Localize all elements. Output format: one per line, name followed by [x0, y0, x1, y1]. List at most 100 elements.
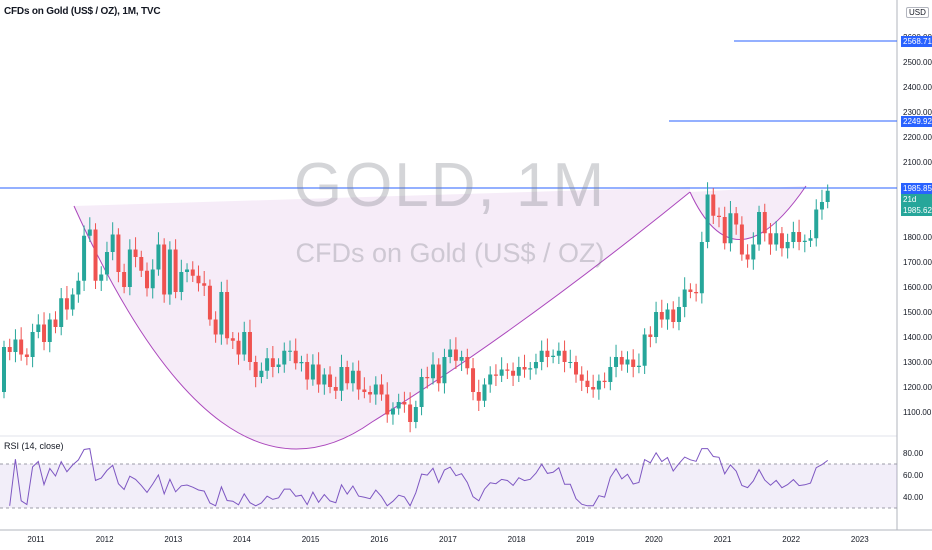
candle-body [476, 392, 481, 401]
candle-body [368, 392, 373, 395]
candle-body [299, 362, 304, 364]
candle-body [591, 387, 596, 390]
candle-body [167, 249, 172, 295]
candle-body [316, 364, 321, 385]
candle-body [156, 244, 161, 270]
candle-body [791, 232, 796, 242]
time-tick: 2013 [164, 535, 182, 544]
candle-body [213, 319, 218, 335]
candle-body [133, 249, 138, 257]
watermark-description: CFDs on Gold (US$ / OZ) [295, 238, 605, 268]
candle-body [717, 215, 721, 217]
currency-button[interactable]: USD [906, 7, 929, 18]
time-tick: 2012 [96, 535, 114, 544]
candle-body [516, 367, 521, 376]
candle-body [356, 370, 361, 390]
price-tick: 1800.00 [903, 233, 932, 242]
candle-body [471, 368, 476, 392]
candle-body [47, 319, 52, 342]
candle-body [533, 362, 538, 369]
candle-body [425, 377, 430, 379]
candle-body [551, 355, 556, 357]
candle-body [288, 350, 292, 352]
price-label-1985-line[interactable]: 1985.85 [901, 183, 932, 194]
candle-body [768, 233, 773, 245]
candle-body [2, 347, 6, 392]
price-tick: 2500.00 [903, 58, 932, 67]
candle-body [150, 269, 155, 289]
candle-body [762, 212, 767, 234]
price-label-2249[interactable]: 2249.92 [901, 116, 932, 127]
candle-body [431, 364, 435, 379]
price-tick: 1700.00 [903, 258, 932, 267]
candle-body [442, 357, 447, 384]
candle-body [236, 340, 241, 355]
candle-body [459, 357, 464, 361]
candle-body [145, 270, 149, 289]
candle-body [59, 298, 64, 327]
candle-body [694, 292, 699, 294]
chart-title[interactable]: CFDs on Gold (US$ / OZ), 1M, TVC [4, 6, 161, 17]
price-tick: 2100.00 [903, 158, 932, 167]
candle-body [259, 370, 264, 377]
candle-body [802, 240, 807, 242]
candle-body [556, 350, 561, 356]
candle-body [190, 269, 195, 276]
candle-body [562, 350, 567, 362]
candle-body [219, 292, 224, 335]
candle-body [619, 357, 624, 365]
price-tick: 1300.00 [903, 358, 932, 367]
candle-body [499, 369, 504, 376]
candle-body [122, 272, 127, 287]
candle-body [545, 350, 550, 357]
time-tick: 2021 [714, 535, 732, 544]
candle-body [574, 362, 578, 375]
candle-body [654, 312, 659, 337]
price-label-2568[interactable]: 2568.71 [901, 36, 932, 47]
candle-body [127, 249, 132, 287]
candle-body [196, 275, 201, 284]
candle-body [636, 365, 641, 367]
candle-body [448, 349, 453, 357]
candle-body [24, 354, 29, 357]
price-tick: 2300.00 [903, 108, 932, 117]
candle-body [465, 357, 470, 369]
candle-body [379, 384, 384, 395]
candle-body [328, 374, 333, 387]
candle-body [253, 362, 258, 377]
candle-body [293, 350, 298, 364]
candle-body [333, 387, 338, 391]
candle-body [42, 324, 47, 342]
rsi-tick: 40.00 [903, 493, 924, 502]
candle-body [699, 242, 704, 294]
rsi-band-fill [0, 464, 897, 508]
price-tick: 1500.00 [903, 308, 932, 317]
candle-body [602, 380, 607, 382]
candle-body [139, 257, 144, 271]
candle-body [276, 364, 281, 367]
cup-fill [74, 187, 690, 449]
candle-body [482, 384, 487, 401]
candle-body [751, 244, 756, 260]
rsi-title[interactable]: RSI (14, close) [4, 441, 64, 451]
time-tick: 2018 [508, 535, 526, 544]
candle-body [808, 238, 813, 241]
candle-body [642, 334, 647, 366]
candle-body [505, 369, 510, 371]
candle-body [413, 407, 418, 422]
candle-body [310, 364, 315, 380]
candle-body [665, 309, 670, 320]
candle-body [625, 359, 630, 365]
candle-body [522, 367, 527, 370]
watermark-symbol: GOLD, 1M [293, 151, 607, 220]
candle-body [453, 349, 458, 361]
candle-body [408, 404, 413, 422]
price-tick: 1600.00 [903, 283, 932, 292]
candle-body [93, 229, 98, 281]
candle-body [173, 249, 178, 292]
candle-body [671, 309, 676, 322]
candle-body [385, 394, 390, 415]
candle-body [225, 292, 230, 339]
candle-body [688, 289, 693, 292]
